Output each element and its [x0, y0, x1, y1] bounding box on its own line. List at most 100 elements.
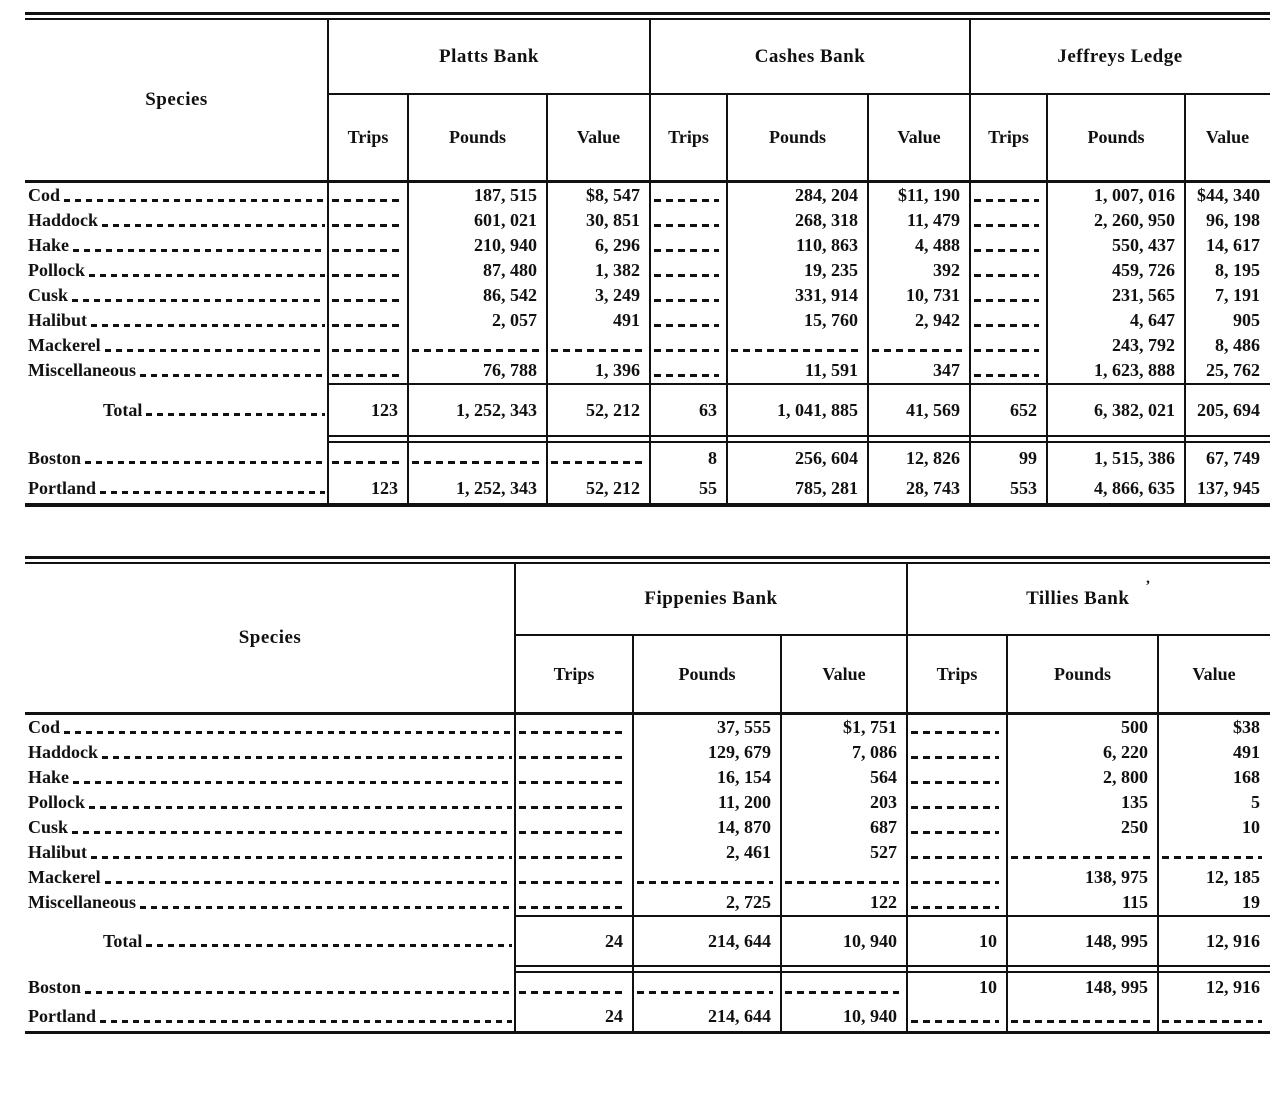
dash-placeholder — [911, 755, 999, 759]
species-row: Cod 187, 515 $8, 547 284, 204 $11, 190 1, 007… — [25, 183, 1270, 208]
species-row: Pollock 11, 200 203 135 5 — [25, 790, 1270, 815]
data-cell: 250 — [1121, 817, 1148, 837]
data-cell: 2, 461 — [726, 842, 771, 862]
row-label: Portland — [28, 477, 97, 498]
data-cell: $1, 751 — [843, 717, 897, 737]
data-cell — [328, 443, 408, 473]
dash-placeholder — [1011, 1019, 1150, 1023]
dash-placeholder — [654, 248, 719, 252]
data-cell: 76, 788 — [483, 360, 537, 380]
data-cell: 99 — [1019, 447, 1037, 468]
bank-header-fippenies: Fippenies Bank — [515, 564, 907, 636]
data-cell: 24 — [605, 930, 623, 951]
bank-header-tillies: Tillies Bank ’ — [907, 564, 1270, 636]
dash-placeholder — [974, 373, 1039, 377]
leader-dots — [85, 461, 325, 464]
data-cell: 6, 296 — [595, 235, 640, 255]
data-cell: 11, 479 — [906, 210, 960, 230]
table-bottom-rule — [25, 1031, 1270, 1034]
species-column-header: Species — [238, 627, 302, 648]
dash-placeholder — [332, 198, 400, 202]
row-label: Total — [103, 930, 143, 951]
data-cell: 67, 749 — [1206, 447, 1260, 468]
data-cell — [328, 333, 408, 358]
data-cell — [907, 765, 1007, 790]
data-cell: 1, 252, 343 — [456, 399, 537, 420]
data-cell: 203 — [870, 792, 897, 812]
leader-dots — [73, 248, 325, 252]
species-row: Halibut 2, 461 527 — [25, 840, 1270, 865]
leader-dots — [102, 755, 512, 759]
top-double-rule — [25, 12, 1270, 20]
data-cell: 135 — [1121, 792, 1148, 812]
row-label-cell: Cod — [25, 715, 515, 740]
row-label-cell: Hake — [25, 765, 515, 790]
dash-placeholder — [637, 990, 773, 994]
dash-placeholder — [911, 730, 999, 734]
species-row: Hake 16, 154 564 2, 800 168 — [25, 765, 1270, 790]
data-cell: 7, 086 — [852, 742, 897, 762]
column-divider — [514, 564, 516, 1031]
data-cell: 10 — [979, 977, 997, 997]
row-label: Miscellaneous — [28, 360, 136, 380]
data-cell: 4, 647 — [1130, 310, 1175, 330]
data-cell — [515, 765, 633, 790]
data-cell — [408, 333, 547, 358]
column-divider — [867, 95, 869, 503]
data-cell: 8, 486 — [1215, 335, 1260, 355]
data-cell: 11, 200 — [717, 792, 771, 812]
row-label: Cod — [28, 185, 61, 205]
data-cell — [515, 890, 633, 915]
data-cell: 137, 945 — [1197, 477, 1260, 498]
column-divider — [1046, 95, 1048, 503]
row-label-cell: Portland — [25, 473, 328, 503]
data-cell: 14, 870 — [717, 817, 771, 837]
data-cell: 1, 623, 888 — [1094, 360, 1175, 380]
bank-header-platts: Platts Bank — [328, 20, 650, 95]
bank-group-divider — [649, 20, 651, 503]
data-cell: 256, 604 — [795, 447, 858, 468]
data-cell: $38 — [1233, 717, 1260, 737]
data-cell — [970, 208, 1047, 233]
data-cell: 41, 569 — [906, 399, 960, 420]
table-bottom-rule — [25, 503, 1270, 507]
data-cell — [515, 815, 633, 840]
data-cell — [408, 443, 547, 473]
data-cell: 148, 995 — [1085, 977, 1148, 997]
port-rows-section: Boston 10 148, 995 12, 916 Portland 24 214, 64… — [25, 973, 1270, 1031]
data-cell — [970, 283, 1047, 308]
upper-table-header: Species Platts Bank Cashes Bank Jeffreys… — [25, 20, 1270, 180]
column-header-value: Value — [822, 663, 866, 684]
column-header-value: Value — [1192, 663, 1236, 684]
row-label-cell: Haddock — [25, 208, 328, 233]
data-cell: 168 — [1233, 767, 1260, 787]
top-double-rule — [25, 556, 1270, 564]
data-cell: 63 — [699, 399, 717, 420]
pre-total-rule — [515, 915, 1270, 917]
dash-placeholder — [519, 805, 625, 809]
species-row: Halibut 2, 057 491 15, 760 2, 942 4, 647 905 — [25, 308, 1270, 333]
data-cell: 16, 154 — [717, 767, 771, 787]
dash-placeholder — [519, 755, 625, 759]
data-cell — [328, 233, 408, 258]
species-rows-section: Cod 37, 555 $1, 751 500 $38 Haddock 129, 679 7,… — [25, 715, 1270, 915]
header-bottom-rule — [25, 712, 1270, 715]
data-cell: 550, 437 — [1112, 235, 1175, 255]
row-label-cell: Portland — [25, 1002, 515, 1031]
column-header-value: Value — [897, 127, 941, 147]
data-cell: 14, 617 — [1206, 235, 1260, 255]
species-row: Miscellaneous 2, 725 122 115 19 — [25, 890, 1270, 915]
data-cell: 87, 480 — [483, 260, 537, 280]
leader-dots — [73, 780, 512, 784]
data-cell: 2, 942 — [915, 310, 960, 330]
row-label: Cusk — [28, 817, 69, 837]
total-row: Total 24 214, 644 10, 940 10 148, 995 12, 916 — [25, 917, 1270, 965]
row-label: Halibut — [28, 842, 88, 862]
leader-dots — [64, 730, 512, 734]
data-cell — [650, 208, 727, 233]
dash-placeholder — [654, 373, 719, 377]
data-cell: 110, 863 — [795, 235, 858, 255]
dash-placeholder — [974, 223, 1039, 227]
dash-placeholder — [332, 248, 400, 252]
city-row: Boston 10 148, 995 12, 916 — [25, 973, 1270, 1002]
